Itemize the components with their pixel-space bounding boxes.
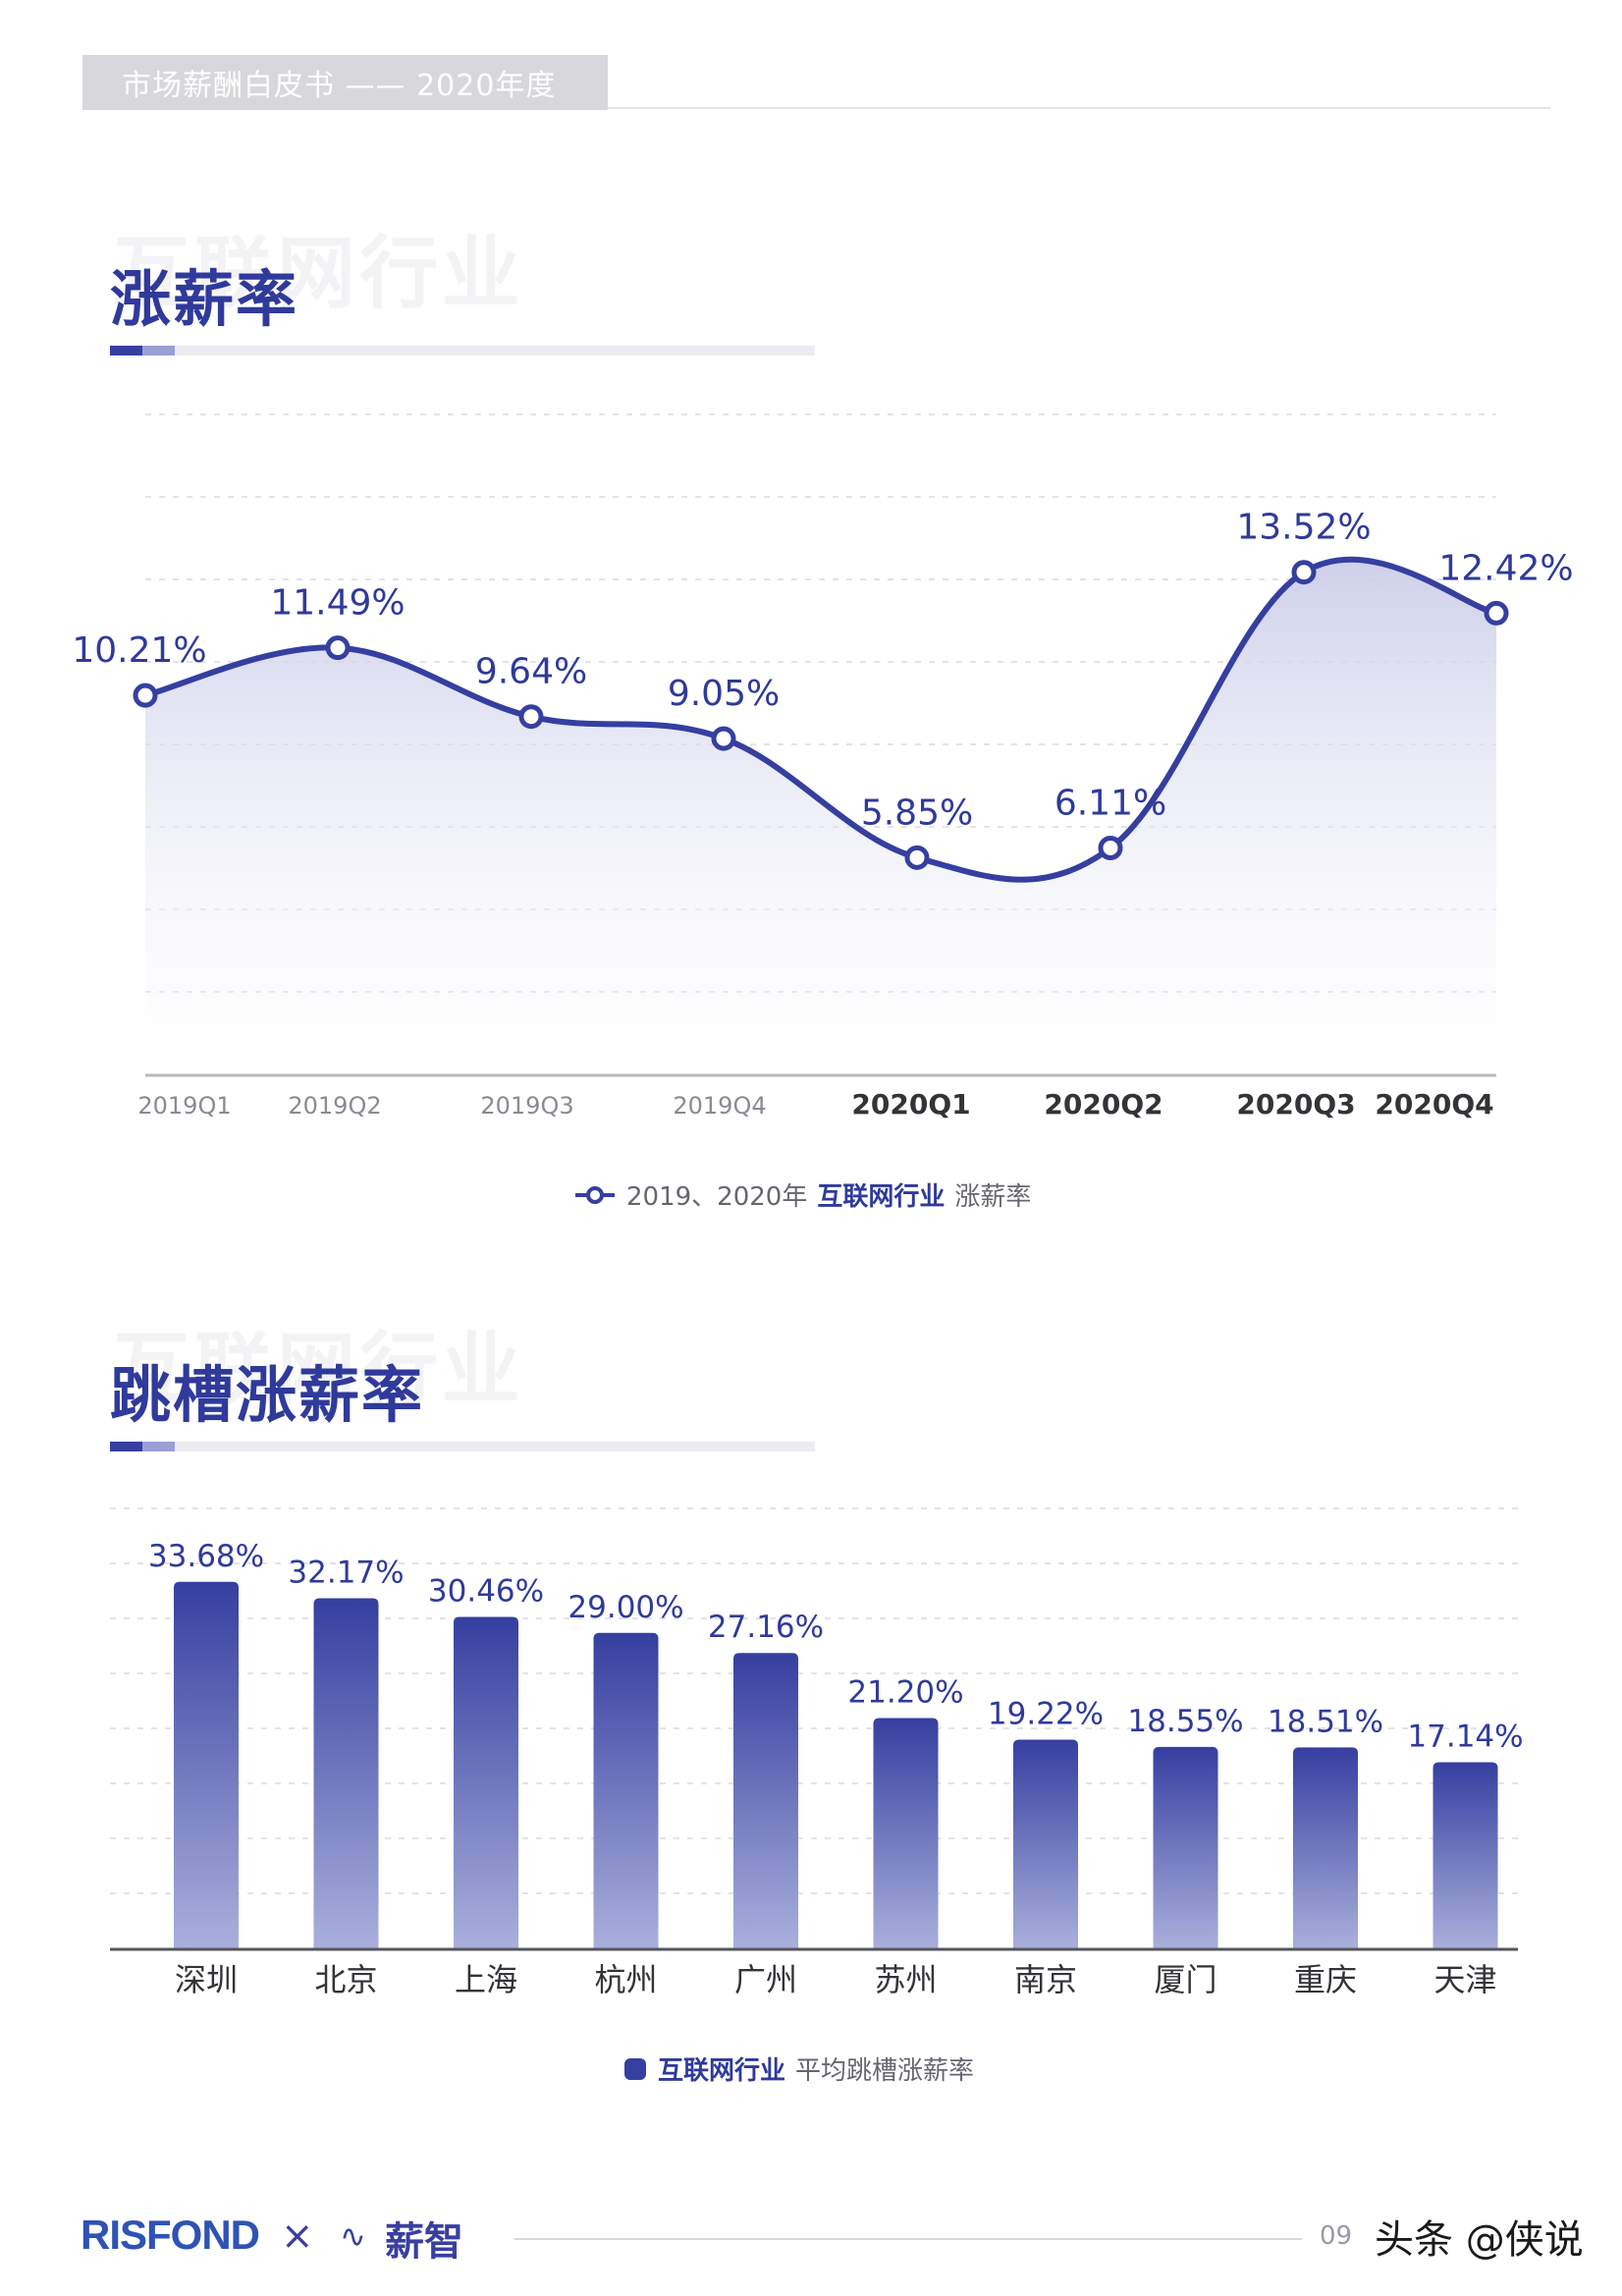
line-chart-point xyxy=(518,704,544,730)
bar-chart-data-label: 32.17% xyxy=(288,1556,404,1591)
line-chart-data-label: 12.42% xyxy=(1438,548,1573,588)
line-chart-tick-label: 2019Q3 xyxy=(480,1092,573,1120)
line-chart-data-label: 6.11% xyxy=(1054,783,1166,823)
line-chart-data-label: 5.85% xyxy=(861,793,973,833)
line-chart-data-label: 11.49% xyxy=(270,583,405,624)
line-chart-point xyxy=(1098,835,1123,860)
bar-chart-bar xyxy=(174,1581,239,1949)
legend-bar-marker-icon xyxy=(624,2057,646,2080)
bar-chart-bar xyxy=(1013,1739,1078,1949)
legend-line-marker-icon xyxy=(575,1185,615,1204)
bar-chart-data-label: 33.68% xyxy=(148,1539,264,1574)
bar-chart-bar xyxy=(313,1598,379,1949)
line-chart-tick-label: 2020Q3 xyxy=(1236,1088,1355,1121)
bar-chart-tick-label: 深圳 xyxy=(175,1961,238,1998)
bar-chart-bar xyxy=(1153,1746,1218,1949)
line-chart-tick-label: 2020Q1 xyxy=(851,1088,970,1121)
section1-underline xyxy=(110,346,815,355)
bar-chart-tick-label: 苏州 xyxy=(874,1961,937,1998)
section2-underline xyxy=(110,1442,815,1451)
bar-chart-data-label: 18.51% xyxy=(1268,1704,1383,1739)
times-sign: × xyxy=(281,2214,314,2259)
bar-chart-data-label: 21.20% xyxy=(847,1674,963,1710)
section1-title: 涨薪率 xyxy=(110,263,299,335)
bar-chart-tick-label: 广州 xyxy=(734,1961,797,1998)
section2-ghost-title: 互联网行业 xyxy=(112,1324,524,1415)
bar-chart-legend: 互联网行业 平均跳槽涨薪率 xyxy=(622,2050,974,2087)
bar-chart-tick-label: 北京 xyxy=(314,1961,377,1998)
bar-chart: 33.68% 32.17% 30.46% 29.00% 27.16% 21.20% 19.2… xyxy=(110,1507,1524,1998)
bar-chart-data-label: 27.16% xyxy=(708,1610,824,1645)
line-chart-point xyxy=(1484,600,1509,626)
bar-chart-bar xyxy=(454,1616,518,1949)
bar-chart-data-label: 19.22% xyxy=(988,1696,1104,1731)
bar-legend-suffix: 平均跳槽涨薪率 xyxy=(795,2056,975,2086)
line-legend-prefix: 2019、2020年 xyxy=(626,1182,808,1212)
xinzhi-logo: 薪智 xyxy=(385,2219,463,2265)
line-chart-point xyxy=(711,726,736,751)
line-chart-data-label: 9.64% xyxy=(475,652,587,692)
bar-chart-tick-label: 天津 xyxy=(1433,1961,1496,1998)
bar-chart-tick-label: 南京 xyxy=(1014,1961,1077,1998)
line-legend-suffix: 涨薪率 xyxy=(954,1182,1032,1212)
section1-ghost-title: 互联网行业 xyxy=(112,228,524,319)
bar-chart-data-label: 29.00% xyxy=(568,1590,683,1625)
line-chart-point xyxy=(133,683,158,708)
line-chart-tick-label: 2020Q4 xyxy=(1375,1088,1493,1121)
bar-chart-bar xyxy=(733,1653,798,1949)
bar-chart-tick-label: 厦门 xyxy=(1154,1961,1216,1998)
risfond-logo: RISFOND xyxy=(81,2212,260,2258)
bar-chart-bar xyxy=(1293,1747,1358,1949)
bar-chart-tick-label: 上海 xyxy=(455,1961,517,1998)
line-chart-point xyxy=(1291,560,1317,585)
bar-legend-strong: 互联网行业 xyxy=(658,2056,786,2086)
line-chart-legend: 2019、2020年 互联网行业 涨薪率 xyxy=(573,1176,1031,1213)
line-chart-data-label: 10.21% xyxy=(72,630,206,671)
line-chart-series-line xyxy=(142,556,1499,883)
line-chart-point xyxy=(904,845,930,870)
bar-chart-data-label: 30.46% xyxy=(428,1574,544,1610)
bar-chart-bar xyxy=(1433,1762,1498,1949)
xinzhi-wave-icon: ∿ xyxy=(340,2217,366,2255)
header-divider xyxy=(608,107,1550,109)
line-chart-tick-label: 2020Q2 xyxy=(1044,1088,1162,1121)
bar-chart-tick-label: 杭州 xyxy=(594,1961,657,1998)
line-chart-area xyxy=(145,559,1496,1075)
bar-chart-data-label: 18.55% xyxy=(1127,1704,1243,1739)
line-chart: 10.21% 11.49% 9.64% 9.05% 5.85% 6.11% 13.52% 12… xyxy=(72,413,1574,1121)
line-chart-point xyxy=(325,635,351,661)
footer-divider xyxy=(514,2238,1302,2240)
line-chart-data-label: 9.05% xyxy=(668,674,780,714)
header-title: 市场薪酬白皮书 —— 2020年度 xyxy=(122,69,557,103)
watermark: 头条 @侠说 xyxy=(1375,2217,1584,2263)
line-chart-tick-label: 2019Q4 xyxy=(673,1092,766,1120)
page-number: 09 xyxy=(1320,2221,1353,2251)
bar-chart-tick-label: 重庆 xyxy=(1294,1961,1357,1998)
header-band xyxy=(82,55,608,110)
line-chart-data-label: 13.52% xyxy=(1236,508,1371,548)
bar-chart-bar xyxy=(873,1718,939,1949)
line-chart-tick-label: 2019Q2 xyxy=(288,1092,381,1120)
bar-chart-bar xyxy=(593,1632,659,1949)
section2-title: 跳槽涨薪率 xyxy=(110,1359,425,1431)
bar-chart-data-label: 17.14% xyxy=(1407,1720,1523,1755)
line-legend-strong: 互联网行业 xyxy=(817,1182,946,1212)
line-chart-tick-label: 2019Q1 xyxy=(137,1092,231,1120)
